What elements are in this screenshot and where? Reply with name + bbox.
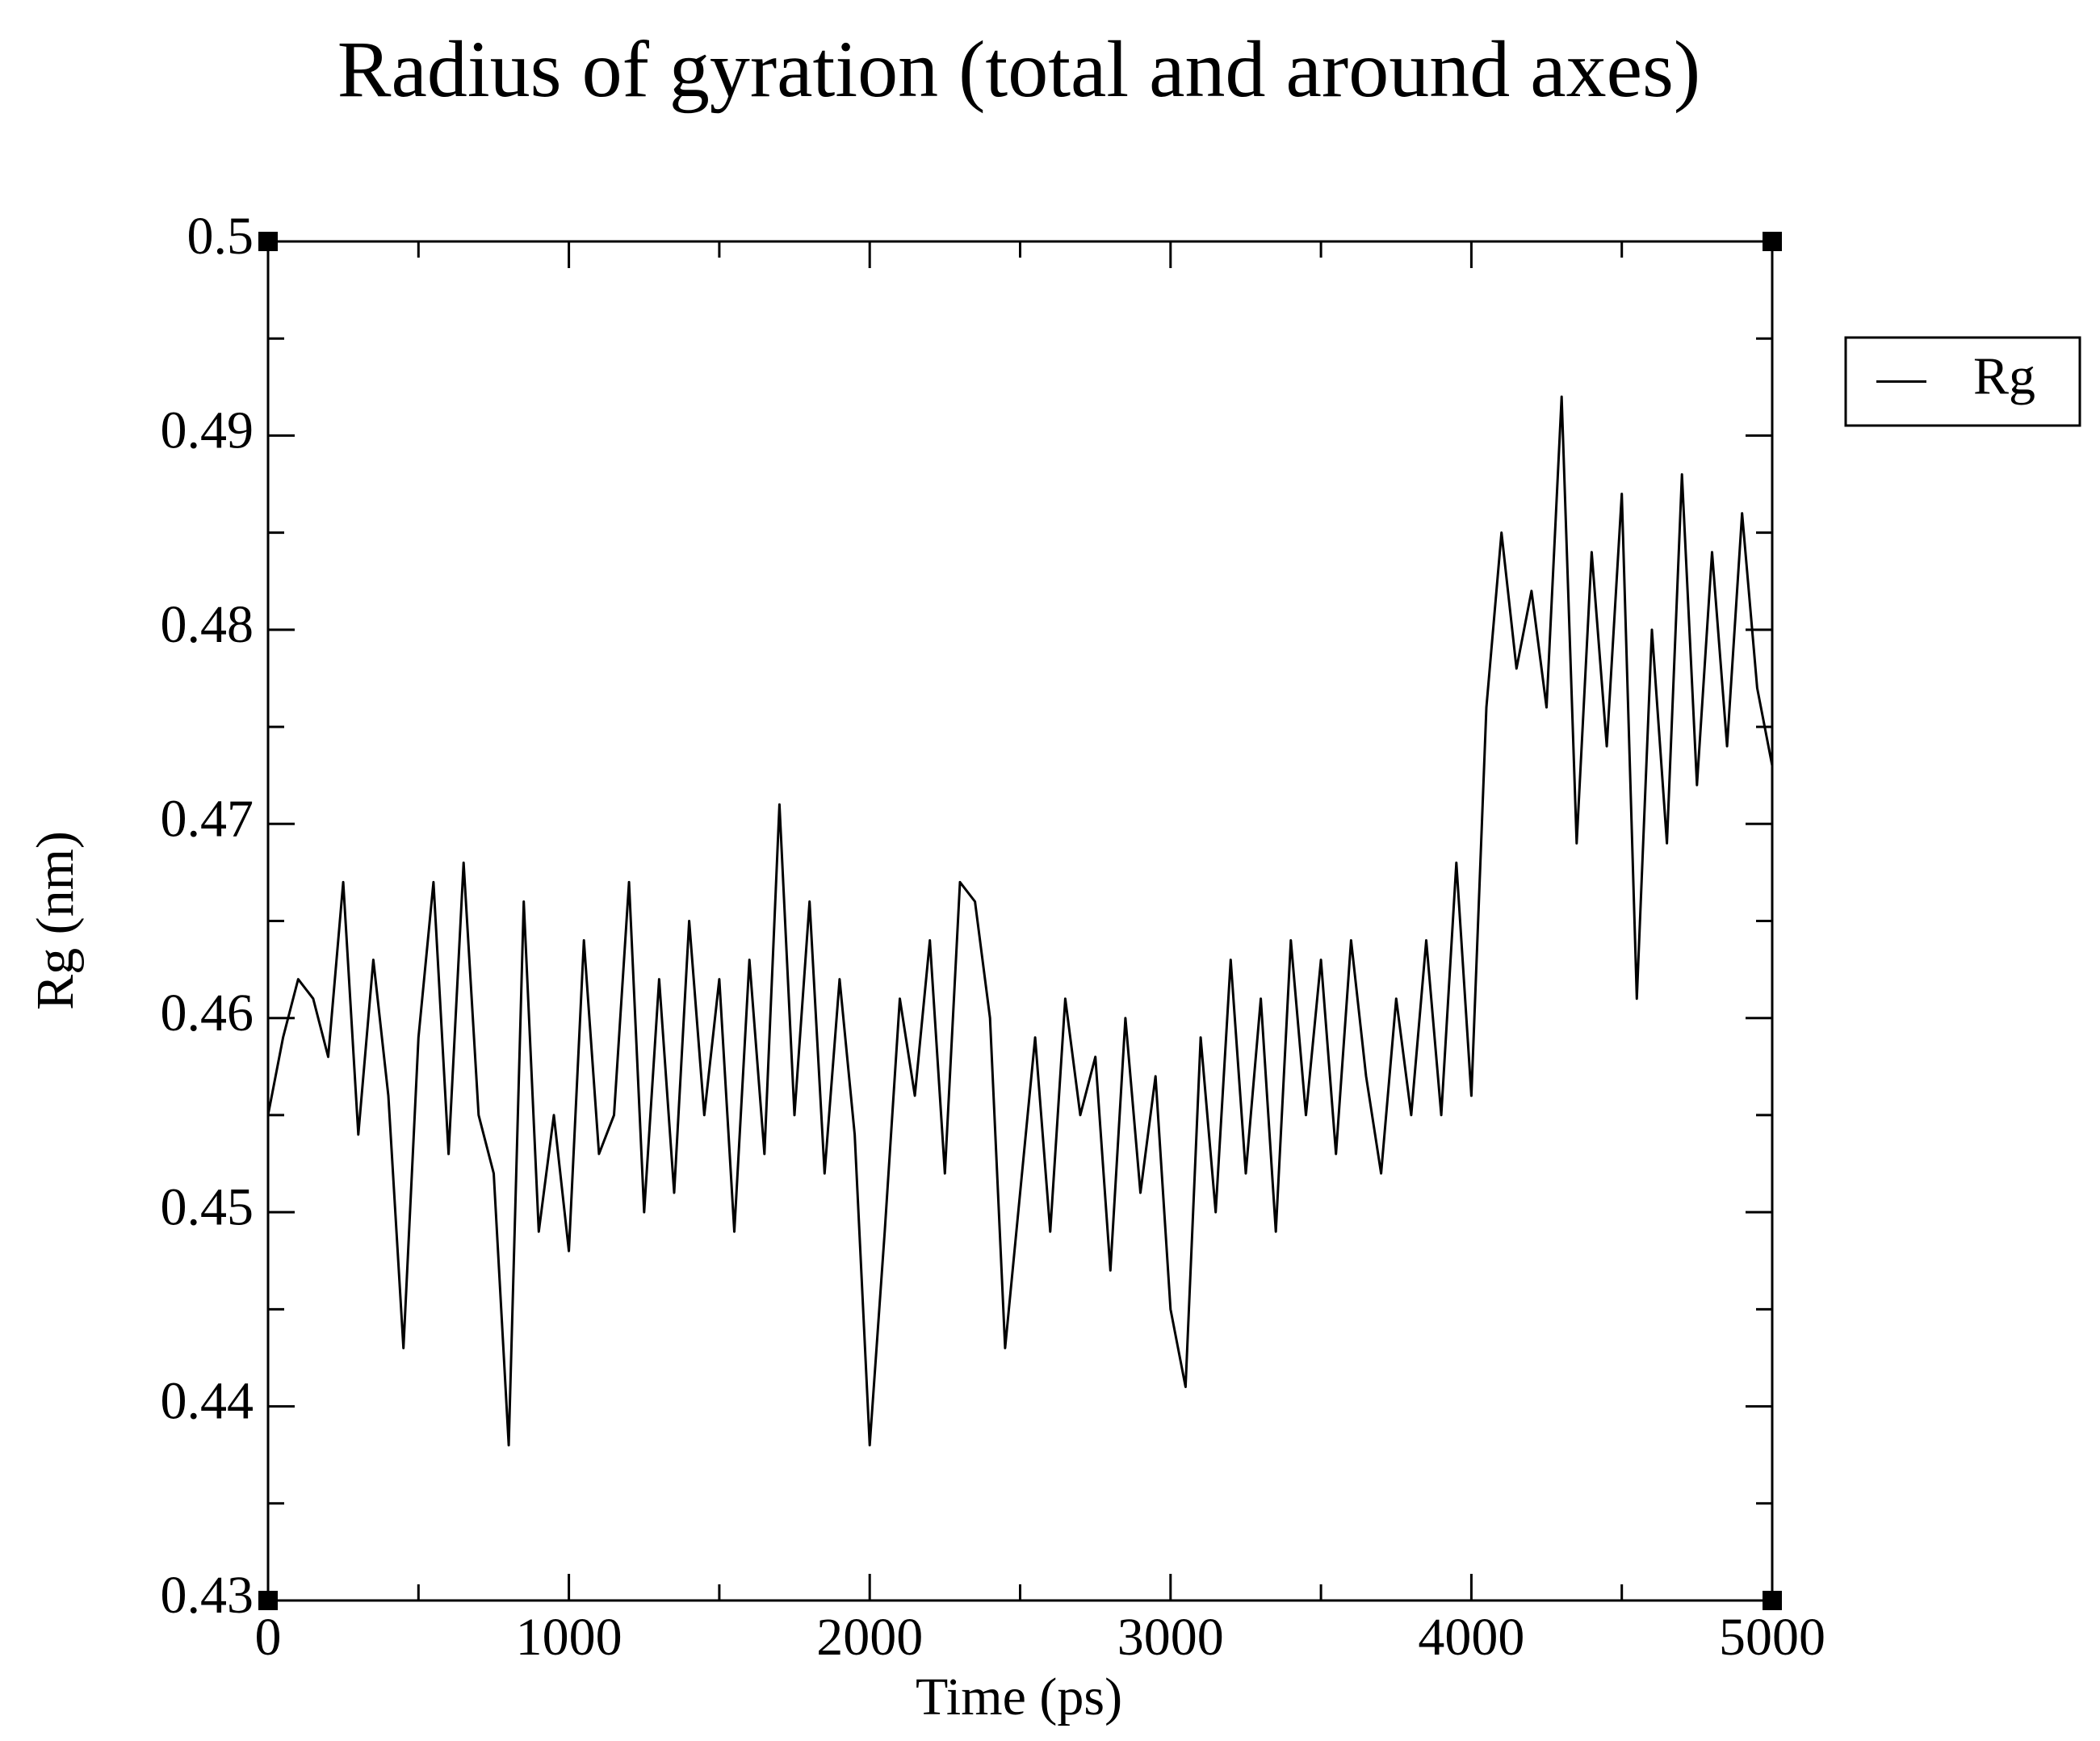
corner-marker	[258, 232, 278, 251]
y-tick-label: 0.46	[161, 984, 254, 1043]
x-tick-label: 1000	[516, 1608, 622, 1667]
x-tick-label: 3000	[1117, 1608, 1224, 1667]
corner-marker	[258, 1591, 278, 1610]
x-tick-label: 4000	[1418, 1608, 1524, 1667]
chart-title: Radius of gyration (total and around axe…	[337, 24, 1700, 114]
x-axis-label: Time (ps)	[916, 1668, 1122, 1726]
y-tick-label: 0.49	[161, 401, 254, 460]
y-tick-label: 0.47	[161, 789, 254, 848]
x-tick-label: 5000	[1719, 1608, 1825, 1667]
corner-marker	[1763, 232, 1782, 251]
legend-label: Rg	[1973, 347, 2035, 406]
corner-marker	[1763, 1591, 1782, 1610]
y-tick-label: 0.43	[161, 1566, 254, 1625]
data-line	[266, 395, 1774, 1447]
plot-frame	[266, 240, 1774, 1602]
y-axis-label: Rg (nm)	[26, 831, 85, 1010]
x-tick-label: 2000	[816, 1608, 923, 1667]
y-tick-label: 0.48	[161, 595, 254, 654]
y-tick-label: 0.5	[187, 207, 254, 266]
y-tick-label: 0.44	[161, 1372, 254, 1431]
x-tick-label: 0	[255, 1608, 282, 1667]
y-tick-label: 0.45	[161, 1177, 254, 1236]
